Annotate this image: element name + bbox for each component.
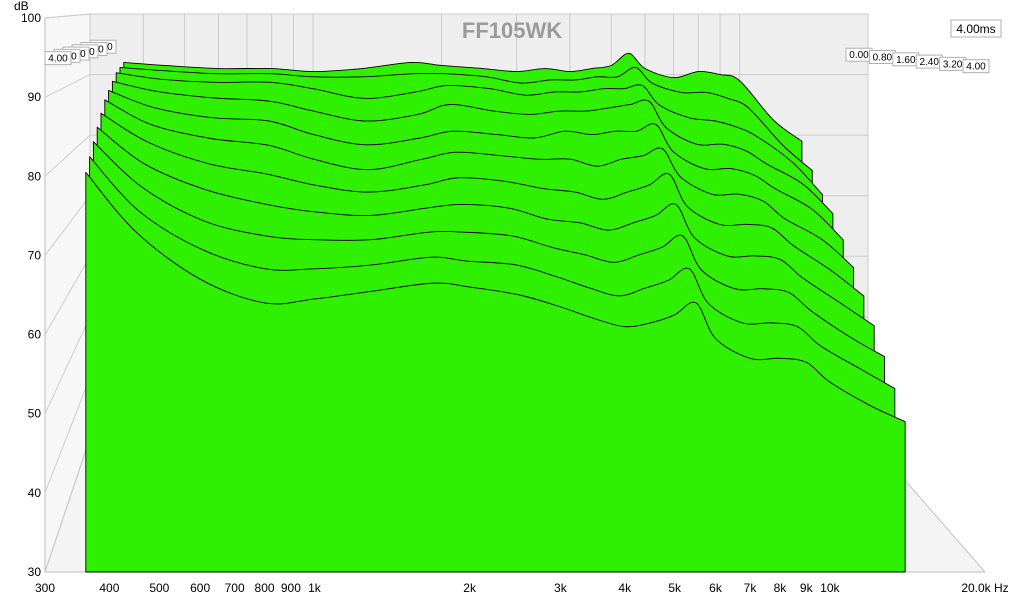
time-tick-label-right: 1.60 (896, 55, 916, 66)
x-tick-label: 300 (35, 581, 55, 595)
x-tick-label: 4k (618, 581, 632, 595)
axis-layer: 30 40 50 60 70 80 90 100 300 400 500 600 700 800 900 1k… (21, 11, 1009, 595)
time-tick-label-right: 0.80 (873, 53, 893, 64)
x-tick-label: 400 (99, 581, 119, 595)
time-max-label: 4.00ms (956, 22, 995, 36)
time-tick-label-right: 0.00 (849, 50, 869, 61)
y-tick-label: 60 (28, 328, 42, 342)
x-tick-label: 500 (149, 581, 169, 595)
y-tick-label: 70 (28, 248, 42, 262)
x-tick-label: 900 (281, 581, 301, 595)
y-tick-label: 30 (28, 565, 42, 579)
y-tick-label: 90 (28, 90, 42, 104)
time-tick-label-right: 2.40 (919, 57, 939, 68)
x-tick-label: 800 (255, 581, 275, 595)
x-tick-label: 700 (225, 581, 245, 595)
x-tick-label: 9k (800, 581, 814, 595)
y-tick-label: 50 (28, 407, 42, 421)
x-tick-label: 600 (190, 581, 210, 595)
x-tick-label: 3k (554, 581, 568, 595)
y-gridline (44, 13, 868, 19)
time-max-box (950, 19, 1002, 38)
series-slice (85, 171, 906, 573)
time-tick-box-left (44, 51, 72, 66)
time-tick-label-right: 4.00 (966, 62, 986, 73)
y-tick-label: 100 (21, 11, 41, 25)
time-tick-box-right (962, 59, 990, 74)
y-axis-label: dB (14, 0, 29, 13)
x-tick-label: 10k (820, 581, 840, 595)
time-tick-label-right: 3.20 (943, 59, 963, 70)
x-tick-label: 7k (744, 581, 758, 595)
series-layer (85, 52, 906, 573)
time-tick-label-left: 4.00 (48, 54, 68, 65)
x-tick-label: 6k (709, 581, 723, 595)
x-tick-label: 8k (774, 581, 788, 595)
chart-title: FF105WK (462, 18, 562, 43)
x-tick-label: 20.0k Hz (961, 581, 1008, 595)
x-tick-label: 2k (463, 581, 477, 595)
x-tick-label: 1k (308, 581, 322, 595)
x-tick-label: 5k (668, 581, 682, 595)
y-tick-label: 40 (28, 486, 42, 500)
y-tick-label: 80 (28, 169, 42, 183)
